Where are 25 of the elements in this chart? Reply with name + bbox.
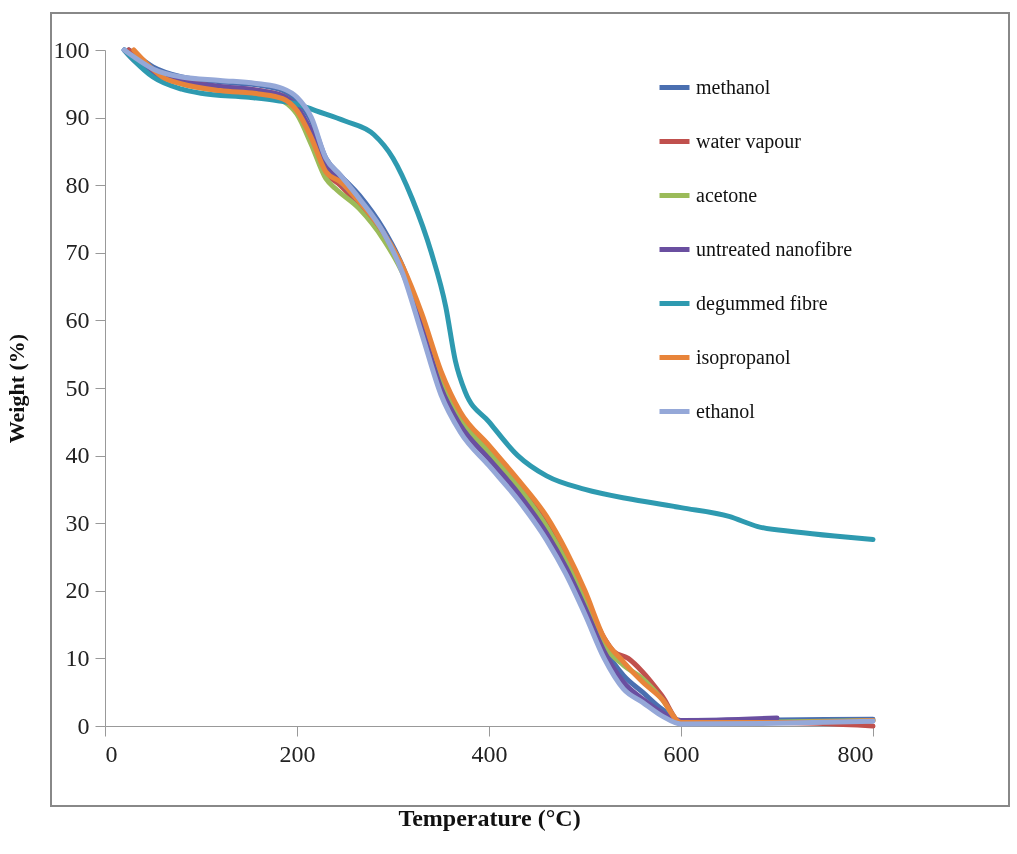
y-tick-label: 10	[65, 644, 90, 671]
y-tick-label: 80	[65, 171, 90, 198]
y-tick-label: 30	[65, 509, 90, 536]
x-axis-title: Temperature (°C)	[398, 804, 581, 831]
x-tick-label: 0	[105, 740, 118, 767]
y-axis-title: Weight (%)	[3, 333, 29, 444]
x-tick-label: 800	[837, 740, 874, 767]
legend-label: degummed fibre	[696, 291, 828, 315]
y-tick-label: 0	[77, 712, 90, 739]
y-tick-label: 90	[65, 104, 90, 131]
y-tick-label: 60	[65, 306, 90, 333]
y-tick-label: 40	[65, 442, 90, 469]
legend-label: water vapour	[696, 129, 802, 153]
y-tick-label: 20	[65, 577, 90, 604]
legend-label: methanol	[696, 75, 771, 98]
x-tick-label: 600	[663, 740, 700, 767]
legend-label: ethanol	[696, 399, 756, 422]
x-tick-label: 400	[471, 740, 508, 767]
x-tick-label: 200	[279, 740, 316, 767]
legend-label: untreated nanofibre	[696, 237, 853, 260]
y-tick-label: 70	[65, 239, 90, 266]
legend-label: isopropanol	[696, 345, 791, 369]
y-tick-label: 100	[53, 36, 90, 63]
y-tick-label: 50	[65, 374, 90, 401]
legend-label: acetone	[696, 183, 758, 206]
